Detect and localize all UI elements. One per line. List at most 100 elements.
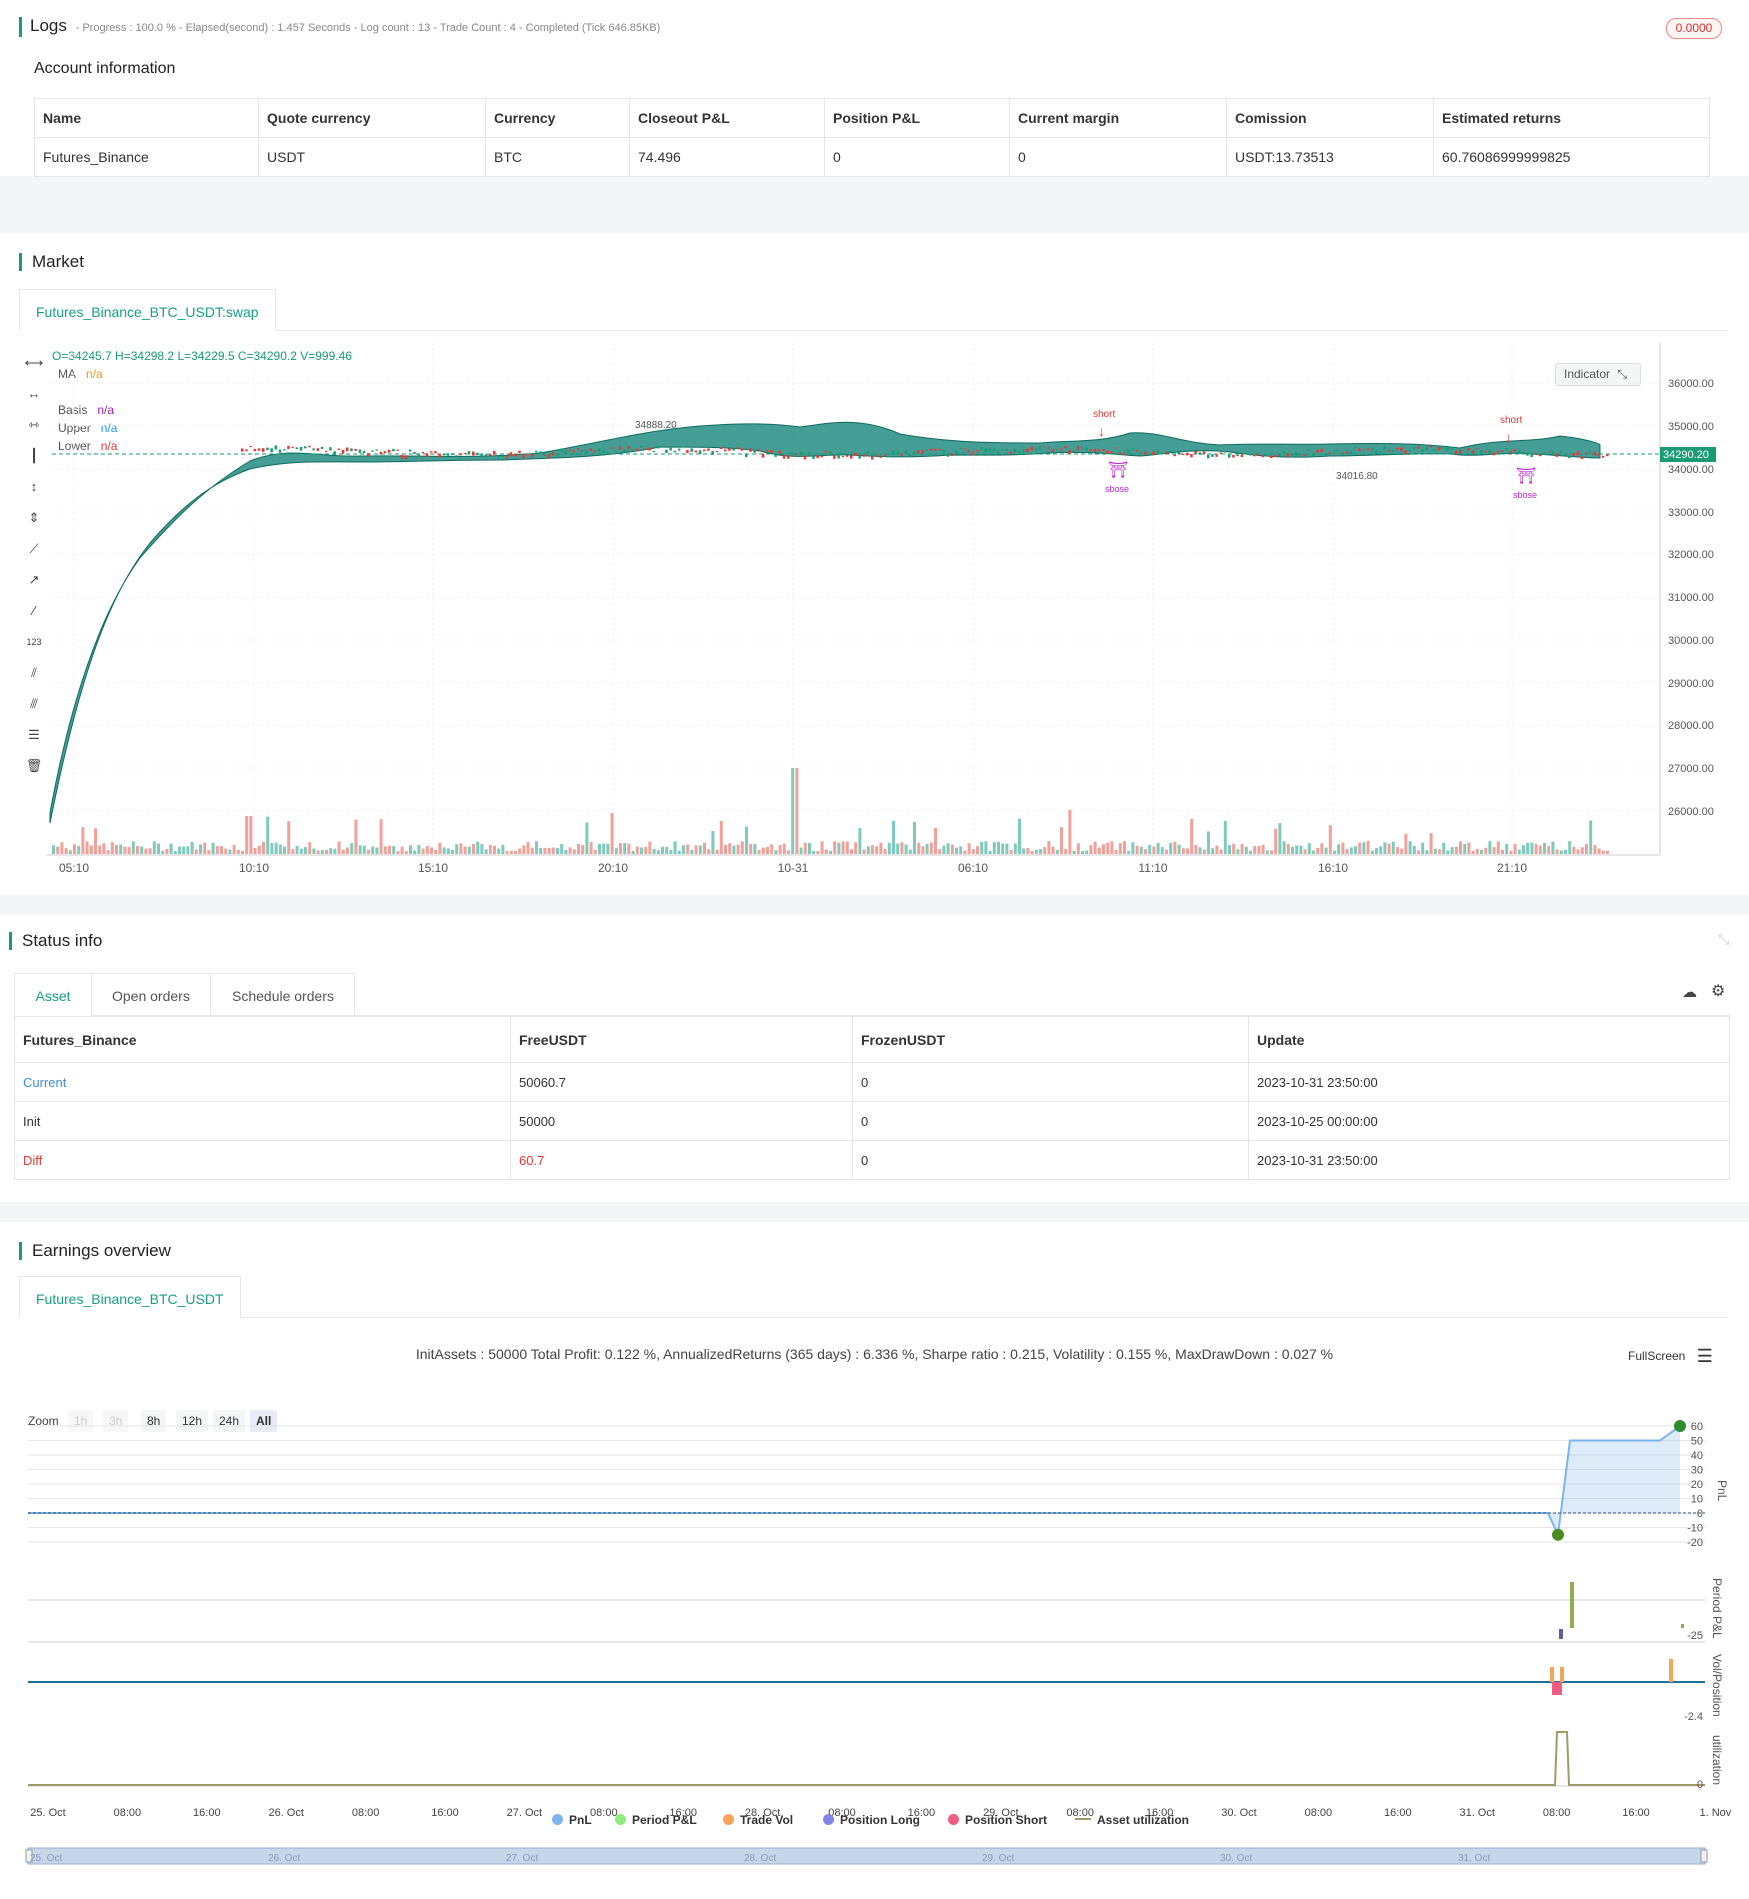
earnings-x-tick: 08:00 <box>114 1807 142 1819</box>
volume-bar <box>908 849 912 854</box>
account-cell: 60.76086999999825 <box>1433 137 1710 177</box>
volume-bar <box>425 846 429 854</box>
volume-bar <box>543 847 547 854</box>
ray-tool-icon[interactable]: ↗ <box>28 572 40 587</box>
candle <box>942 449 945 453</box>
settings-gear-icon[interactable]: ⚙ <box>1711 983 1726 1000</box>
volume-bar <box>1278 823 1282 854</box>
candle <box>841 456 845 458</box>
candle <box>640 445 643 448</box>
volume-bar <box>656 850 660 854</box>
asset-cell: 0 <box>852 1062 1249 1102</box>
trend-line-tool-icon[interactable]: ⟋ <box>29 541 39 556</box>
navigator-handle-left[interactable] <box>25 1849 33 1863</box>
vertical-segment-tool-icon[interactable]: ⇕ <box>28 510 40 525</box>
volume-bar <box>1118 843 1122 854</box>
legend-position-long[interactable]: Position Long <box>823 1813 920 1827</box>
candle <box>526 454 530 455</box>
vertical-ray-tool-icon[interactable]: ↕ <box>30 479 38 494</box>
candle <box>1144 451 1147 455</box>
candle <box>1442 446 1445 449</box>
volume-bar <box>1022 848 1026 854</box>
indicator-button[interactable]: Indicator ⤡ <box>1555 363 1641 386</box>
volume-bar <box>568 847 572 854</box>
horizontal-line-tool-icon[interactable]: ⟷ <box>24 355 44 370</box>
volume-bar <box>152 841 156 854</box>
volume-bar <box>1194 845 1198 854</box>
tab-asset[interactable]: Asset <box>14 973 92 1016</box>
legend-trade-vol[interactable]: Trade Vol <box>723 1813 793 1827</box>
legend-asset-utilization[interactable]: Asset utilization <box>1075 1813 1189 1827</box>
earnings-x-tick: 31. Oct <box>1459 1807 1494 1819</box>
candle <box>1547 451 1550 453</box>
volume-bar <box>539 848 543 854</box>
volume-bar <box>858 828 862 854</box>
trash-icon[interactable]: 🗑 <box>25 758 43 773</box>
candle <box>1551 451 1554 454</box>
volume-bar <box>711 831 715 854</box>
parallel-channel-tool-icon[interactable]: ⫽ <box>31 665 37 680</box>
volume-bar <box>1039 849 1042 854</box>
legend-pnl[interactable]: PnL <box>552 1813 592 1827</box>
volume-bar <box>866 846 870 854</box>
volume-bar <box>1051 846 1055 854</box>
menu-icon[interactable]: ☰ <box>1696 1346 1713 1366</box>
horizontal-ray-tool-icon[interactable]: ↔ <box>27 386 41 401</box>
volume-bar <box>1173 841 1177 854</box>
volume-bar <box>1576 849 1580 854</box>
volume-bar <box>799 847 803 854</box>
candle <box>1123 453 1126 456</box>
tab-open-orders[interactable]: Open orders <box>92 973 211 1016</box>
candlestick-chart[interactable]: 34888.20 34016.80 short ↓ ⛩ sbose short … <box>0 233 1749 895</box>
candle <box>829 451 832 455</box>
volume-bar <box>148 848 152 854</box>
candle <box>732 448 735 451</box>
volume-bar <box>1005 843 1009 854</box>
volume-bar <box>845 841 849 854</box>
fib-channel-tool-icon[interactable]: ⫻ <box>30 696 38 711</box>
vertical-line-tool-icon[interactable]: ┃ <box>30 448 38 463</box>
segment-tool-icon[interactable]: ⁄ <box>32 603 36 618</box>
volume-bar <box>1467 842 1471 854</box>
volume-bar <box>1400 848 1404 854</box>
volume-bar <box>434 849 438 854</box>
download-icon[interactable]: ☁ <box>1682 984 1697 1001</box>
legend-period-pnl[interactable]: Period P&L <box>615 1813 697 1827</box>
collapse-icon[interactable]: ⤡ <box>1718 931 1730 947</box>
candle <box>686 449 689 454</box>
pnl-tick: 10 <box>1691 1494 1703 1506</box>
tab-schedule-orders[interactable]: Schedule orders <box>212 973 355 1016</box>
tab-earnings-symbol[interactable]: Futures_Binance_BTC_USDT <box>19 1276 241 1318</box>
candle <box>1102 449 1105 451</box>
account-header: Name <box>34 98 259 138</box>
candle <box>1060 448 1063 451</box>
candle <box>635 448 639 452</box>
candle <box>455 455 458 457</box>
volume-bar <box>299 848 303 854</box>
volume-bar <box>262 842 265 854</box>
candle <box>1391 449 1395 452</box>
volume-bar <box>241 850 244 854</box>
volume-bar <box>1597 848 1601 854</box>
candle <box>446 453 450 456</box>
candle <box>602 450 605 453</box>
tab-market-symbol[interactable]: Futures_Binance_BTC_USDT:swap <box>19 289 276 331</box>
fullscreen-button[interactable]: FullScreen ☰ <box>1628 1346 1713 1366</box>
pnl-max-marker <box>1674 1420 1686 1432</box>
volume-bar <box>1026 848 1030 854</box>
horizontal-segment-tool-icon[interactable]: ⇿ <box>28 417 40 432</box>
volume-bar <box>211 842 215 854</box>
legend-position-short[interactable]: Position Short <box>948 1813 1047 1827</box>
fib-retracement-tool-icon[interactable]: ☰ <box>28 727 40 742</box>
trade-vol-legend-icon <box>723 1814 734 1825</box>
candle <box>434 451 437 454</box>
navigator-handle-right[interactable] <box>1700 1849 1708 1863</box>
volume-bar <box>1433 848 1437 854</box>
volume-bar <box>476 841 480 854</box>
volume-bar <box>1404 833 1408 854</box>
earnings-chart[interactable]: 60 50 40 30 20 10 0 -10 -20 PnL -25 Period P&L -… <box>0 1410 1749 1890</box>
price-line-tool-icon[interactable]: 123 <box>26 637 42 647</box>
status-section: Status info ⤡ Asset Open orders Schedule… <box>0 915 1749 1202</box>
volume-bar <box>921 846 925 854</box>
candle <box>1606 454 1609 457</box>
